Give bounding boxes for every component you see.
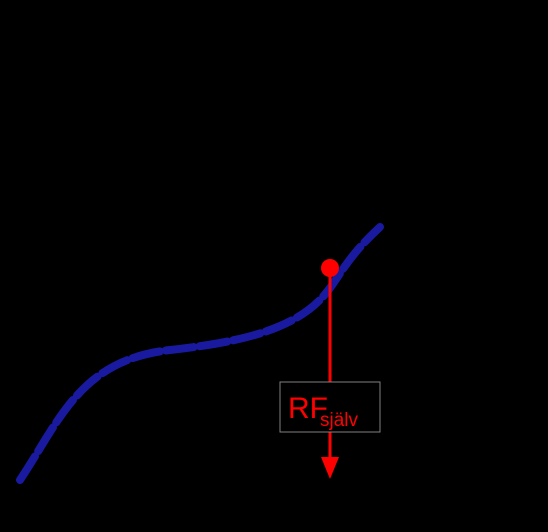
physics-diagram: RF själv	[0, 0, 548, 532]
trajectory-point	[321, 259, 339, 277]
background	[0, 0, 548, 532]
force-label-subscript: själv	[320, 410, 359, 431]
